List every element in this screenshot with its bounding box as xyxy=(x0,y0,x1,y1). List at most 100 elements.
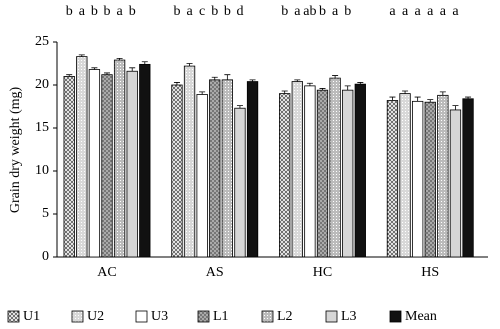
error-bar xyxy=(186,63,193,67)
bar xyxy=(221,79,234,258)
y-tick-label: 15 xyxy=(35,120,49,135)
error-bar xyxy=(402,90,409,94)
bar xyxy=(196,94,208,258)
significance-letter: a xyxy=(427,4,434,19)
error-bar xyxy=(91,67,98,70)
bar xyxy=(342,89,354,258)
bar xyxy=(88,69,101,258)
error-bar xyxy=(129,67,136,72)
legend-swatch xyxy=(197,310,210,323)
bar xyxy=(76,56,88,258)
error-bar xyxy=(116,57,123,61)
bar xyxy=(399,93,411,258)
x-tick-label: HS xyxy=(421,265,439,280)
bar xyxy=(101,74,113,258)
significance-letter: d xyxy=(236,4,243,19)
error-bar xyxy=(439,91,446,96)
significance-letter: b xyxy=(91,4,98,19)
significance-letter: a xyxy=(186,4,193,19)
significance-letter: a xyxy=(332,4,339,19)
bar xyxy=(354,83,366,258)
bar xyxy=(139,63,151,258)
significance-letter: b xyxy=(66,4,73,19)
significance-letter: b xyxy=(319,4,326,19)
legend-label: L3 xyxy=(341,309,357,324)
error-bar xyxy=(319,88,326,91)
legend-label: L1 xyxy=(213,309,229,324)
significance-letter: a xyxy=(415,4,422,19)
legend-swatch xyxy=(389,310,402,323)
bar xyxy=(462,98,474,258)
legend-swatch xyxy=(71,310,84,323)
bar xyxy=(449,109,462,258)
significance-letter: a xyxy=(389,4,396,19)
significance-letter: b xyxy=(211,4,218,19)
bar xyxy=(171,84,183,258)
legend-label: L2 xyxy=(277,309,293,324)
x-tick-label: AS xyxy=(206,265,224,280)
significance-letter: a xyxy=(294,4,301,19)
significance-letter: a xyxy=(402,4,409,19)
legend-label: U3 xyxy=(151,309,168,324)
error-bar xyxy=(281,90,288,94)
significance-letter: a xyxy=(79,4,86,19)
y-tick-label: 5 xyxy=(42,206,49,221)
legend-swatch xyxy=(325,310,338,323)
bar xyxy=(113,59,126,258)
bar xyxy=(126,70,138,258)
error-bar xyxy=(452,105,459,110)
legend-label: U1 xyxy=(23,309,40,324)
y-tick-label: 25 xyxy=(35,34,49,49)
x-tick-label: AC xyxy=(97,265,116,280)
y-tick-label: 20 xyxy=(35,77,49,92)
bar xyxy=(246,81,259,258)
significance-letter: b xyxy=(104,4,111,19)
significance-letter: c xyxy=(199,4,205,19)
y-tick-label: 10 xyxy=(35,163,49,178)
bar xyxy=(304,85,316,258)
error-bar xyxy=(306,82,313,86)
legend-swatch xyxy=(135,310,148,323)
significance-letter: b xyxy=(344,4,351,19)
error-bar xyxy=(414,96,421,102)
legend-swatch xyxy=(7,310,20,323)
bar xyxy=(234,107,246,258)
bar xyxy=(437,94,449,258)
y-axis-label: Grain dry weight (mg) xyxy=(8,86,23,213)
y-tick-label: 0 xyxy=(42,249,49,264)
significance-letter: ab xyxy=(303,4,316,19)
bar xyxy=(329,77,341,258)
error-bar xyxy=(236,105,243,109)
significance-letter: b xyxy=(224,4,231,19)
error-bar xyxy=(173,82,180,85)
error-bar xyxy=(211,76,218,80)
bar xyxy=(291,81,303,258)
error-bar xyxy=(199,91,206,95)
error-bar xyxy=(249,79,256,82)
bar xyxy=(386,100,399,258)
bar xyxy=(183,65,196,258)
significance-letter: a xyxy=(452,4,459,19)
error-bar xyxy=(104,72,110,75)
bar xyxy=(316,89,329,258)
error-bar xyxy=(357,82,364,85)
bar xyxy=(411,100,424,258)
error-bar xyxy=(66,74,73,77)
bar xyxy=(209,79,221,258)
error-bar xyxy=(427,99,434,103)
significance-letter: b xyxy=(129,4,136,19)
error-bar xyxy=(294,79,301,82)
legend-swatch xyxy=(261,310,274,323)
bar xyxy=(279,93,291,258)
significance-letter: b xyxy=(281,4,288,19)
significance-letter: b xyxy=(173,4,180,19)
error-bar xyxy=(141,61,148,65)
error-bar xyxy=(78,54,85,57)
significance-letter: a xyxy=(116,4,123,19)
error-bar xyxy=(344,85,351,91)
significance-letter: a xyxy=(440,4,447,19)
error-bar xyxy=(389,96,396,101)
bar xyxy=(63,76,75,258)
error-bar xyxy=(224,74,231,80)
